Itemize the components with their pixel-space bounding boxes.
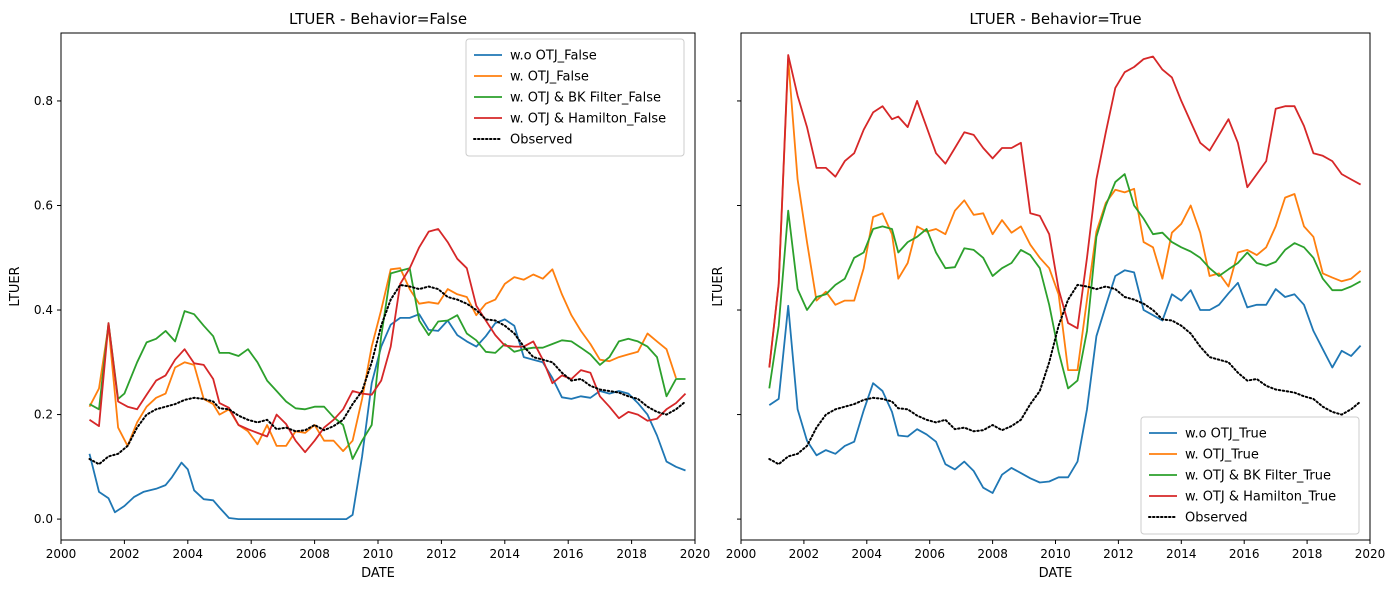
x-tick-label: 2004 (173, 547, 204, 561)
legend: w.o OTJ_True w. OTJ_True w. OTJ & BK Filte… (1140, 416, 1360, 535)
legend: w.o OTJ_False w. OTJ_False w. OTJ & BK Fil… (465, 38, 685, 157)
series-line-4 (768, 54, 1362, 368)
series-line-2 (768, 58, 1362, 371)
legend-label: w. OTJ & Hamilton_True (1185, 490, 1336, 505)
x-tick-label: 2008 (977, 547, 1008, 561)
series-line-2 (88, 267, 677, 452)
series-line-5 (768, 283, 1362, 466)
y-axis-label: LTUER (8, 266, 23, 306)
series-line-5 (88, 283, 687, 466)
x-tick-label: 2000 (46, 547, 77, 561)
series-line-3 (89, 267, 686, 460)
x-tick-label: 2006 (914, 547, 945, 561)
x-tick-label: 2002 (789, 547, 820, 561)
y-axis-label: LTUER (711, 266, 726, 306)
x-tick-label: 2016 (553, 547, 584, 561)
legend-label: w. OTJ_False (510, 70, 589, 85)
chart-panel-1: 2000 2002 2004 2006 2008 2010 2012 2014 2016 2018… (8, 10, 710, 581)
chart-panel-2: 2000 2002 2004 2006 2008 2010 2012 2014 2016 2018… (711, 10, 1385, 581)
y-tick-label: 0.4 (34, 303, 53, 317)
x-axis-label: DATE (1039, 566, 1073, 581)
x-tick-label: 2020 (680, 547, 711, 561)
x-tick-label: 2010 (1040, 547, 1071, 561)
series-line-4 (89, 228, 687, 454)
x-tick-label: 2010 (363, 547, 394, 561)
series-line-3 (768, 173, 1362, 390)
chart-title: LTUER - Behavior=False (289, 10, 467, 28)
x-tick-label: 2004 (852, 547, 883, 561)
series-line-1 (88, 313, 686, 520)
y-tick-label: 0.2 (34, 408, 53, 422)
x-tick-label: 2016 (1229, 547, 1260, 561)
legend-label: Observed (1185, 511, 1248, 526)
legend-label: w. OTJ & BK Filter_False (510, 91, 661, 106)
x-tick-label: 2000 (726, 547, 757, 561)
legend-label: w. OTJ_True (1185, 448, 1259, 463)
x-tick-label: 2012 (1103, 547, 1134, 561)
legend-label: w. OTJ & BK Filter_True (1185, 469, 1331, 484)
chart-title: LTUER - Behavior=True (969, 10, 1141, 28)
legend-label: w.o OTJ_False (510, 49, 597, 64)
x-tick-label: 2014 (1166, 547, 1197, 561)
x-tick-label: 2014 (490, 547, 521, 561)
x-tick-label: 2020 (1355, 547, 1386, 561)
legend-label: w. OTJ & Hamilton_False (510, 112, 666, 127)
legend-box (465, 38, 685, 157)
x-tick-label: 2008 (299, 547, 330, 561)
x-tick-label: 2002 (109, 547, 140, 561)
y-tick-label: 0.0 (34, 512, 53, 526)
x-tick-label: 2018 (616, 547, 647, 561)
y-tick-label: 0.8 (34, 94, 53, 108)
x-tick-label: 2012 (426, 547, 457, 561)
legend-label: Observed (510, 133, 573, 148)
x-axis-label: DATE (361, 566, 395, 581)
series-line-1 (768, 269, 1362, 494)
y-tick-label: 0.6 (34, 198, 53, 212)
x-tick-label: 2018 (1292, 547, 1323, 561)
legend-box (1140, 416, 1360, 535)
x-tick-label: 2006 (236, 547, 267, 561)
legend-label: w.o OTJ_True (1185, 427, 1267, 442)
